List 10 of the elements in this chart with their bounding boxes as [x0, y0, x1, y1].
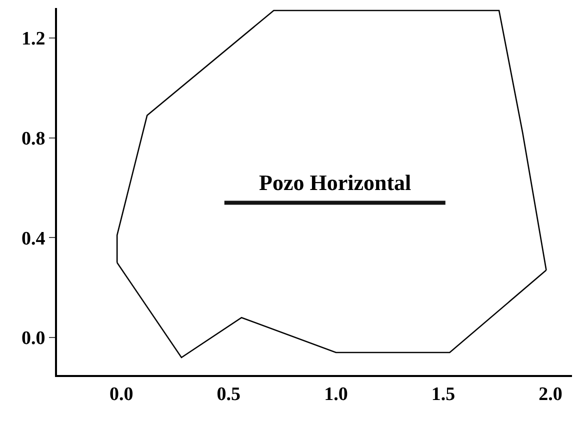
y-tick-label: 0.8: [21, 128, 46, 150]
y-tick-label: 0.4: [21, 228, 46, 250]
y-tick-label: 0.0: [21, 328, 46, 350]
series-label: Pozo Horizontal: [259, 170, 412, 195]
x-tick-label: 1.0: [324, 384, 348, 405]
y-tick-label: 1.2: [21, 28, 46, 50]
x-tick-label: 0.0: [110, 384, 134, 405]
x-tick-label: 0.5: [216, 384, 241, 405]
x-tick-label: 2.0: [538, 384, 562, 405]
x-tick-label: 1.5: [431, 384, 456, 405]
